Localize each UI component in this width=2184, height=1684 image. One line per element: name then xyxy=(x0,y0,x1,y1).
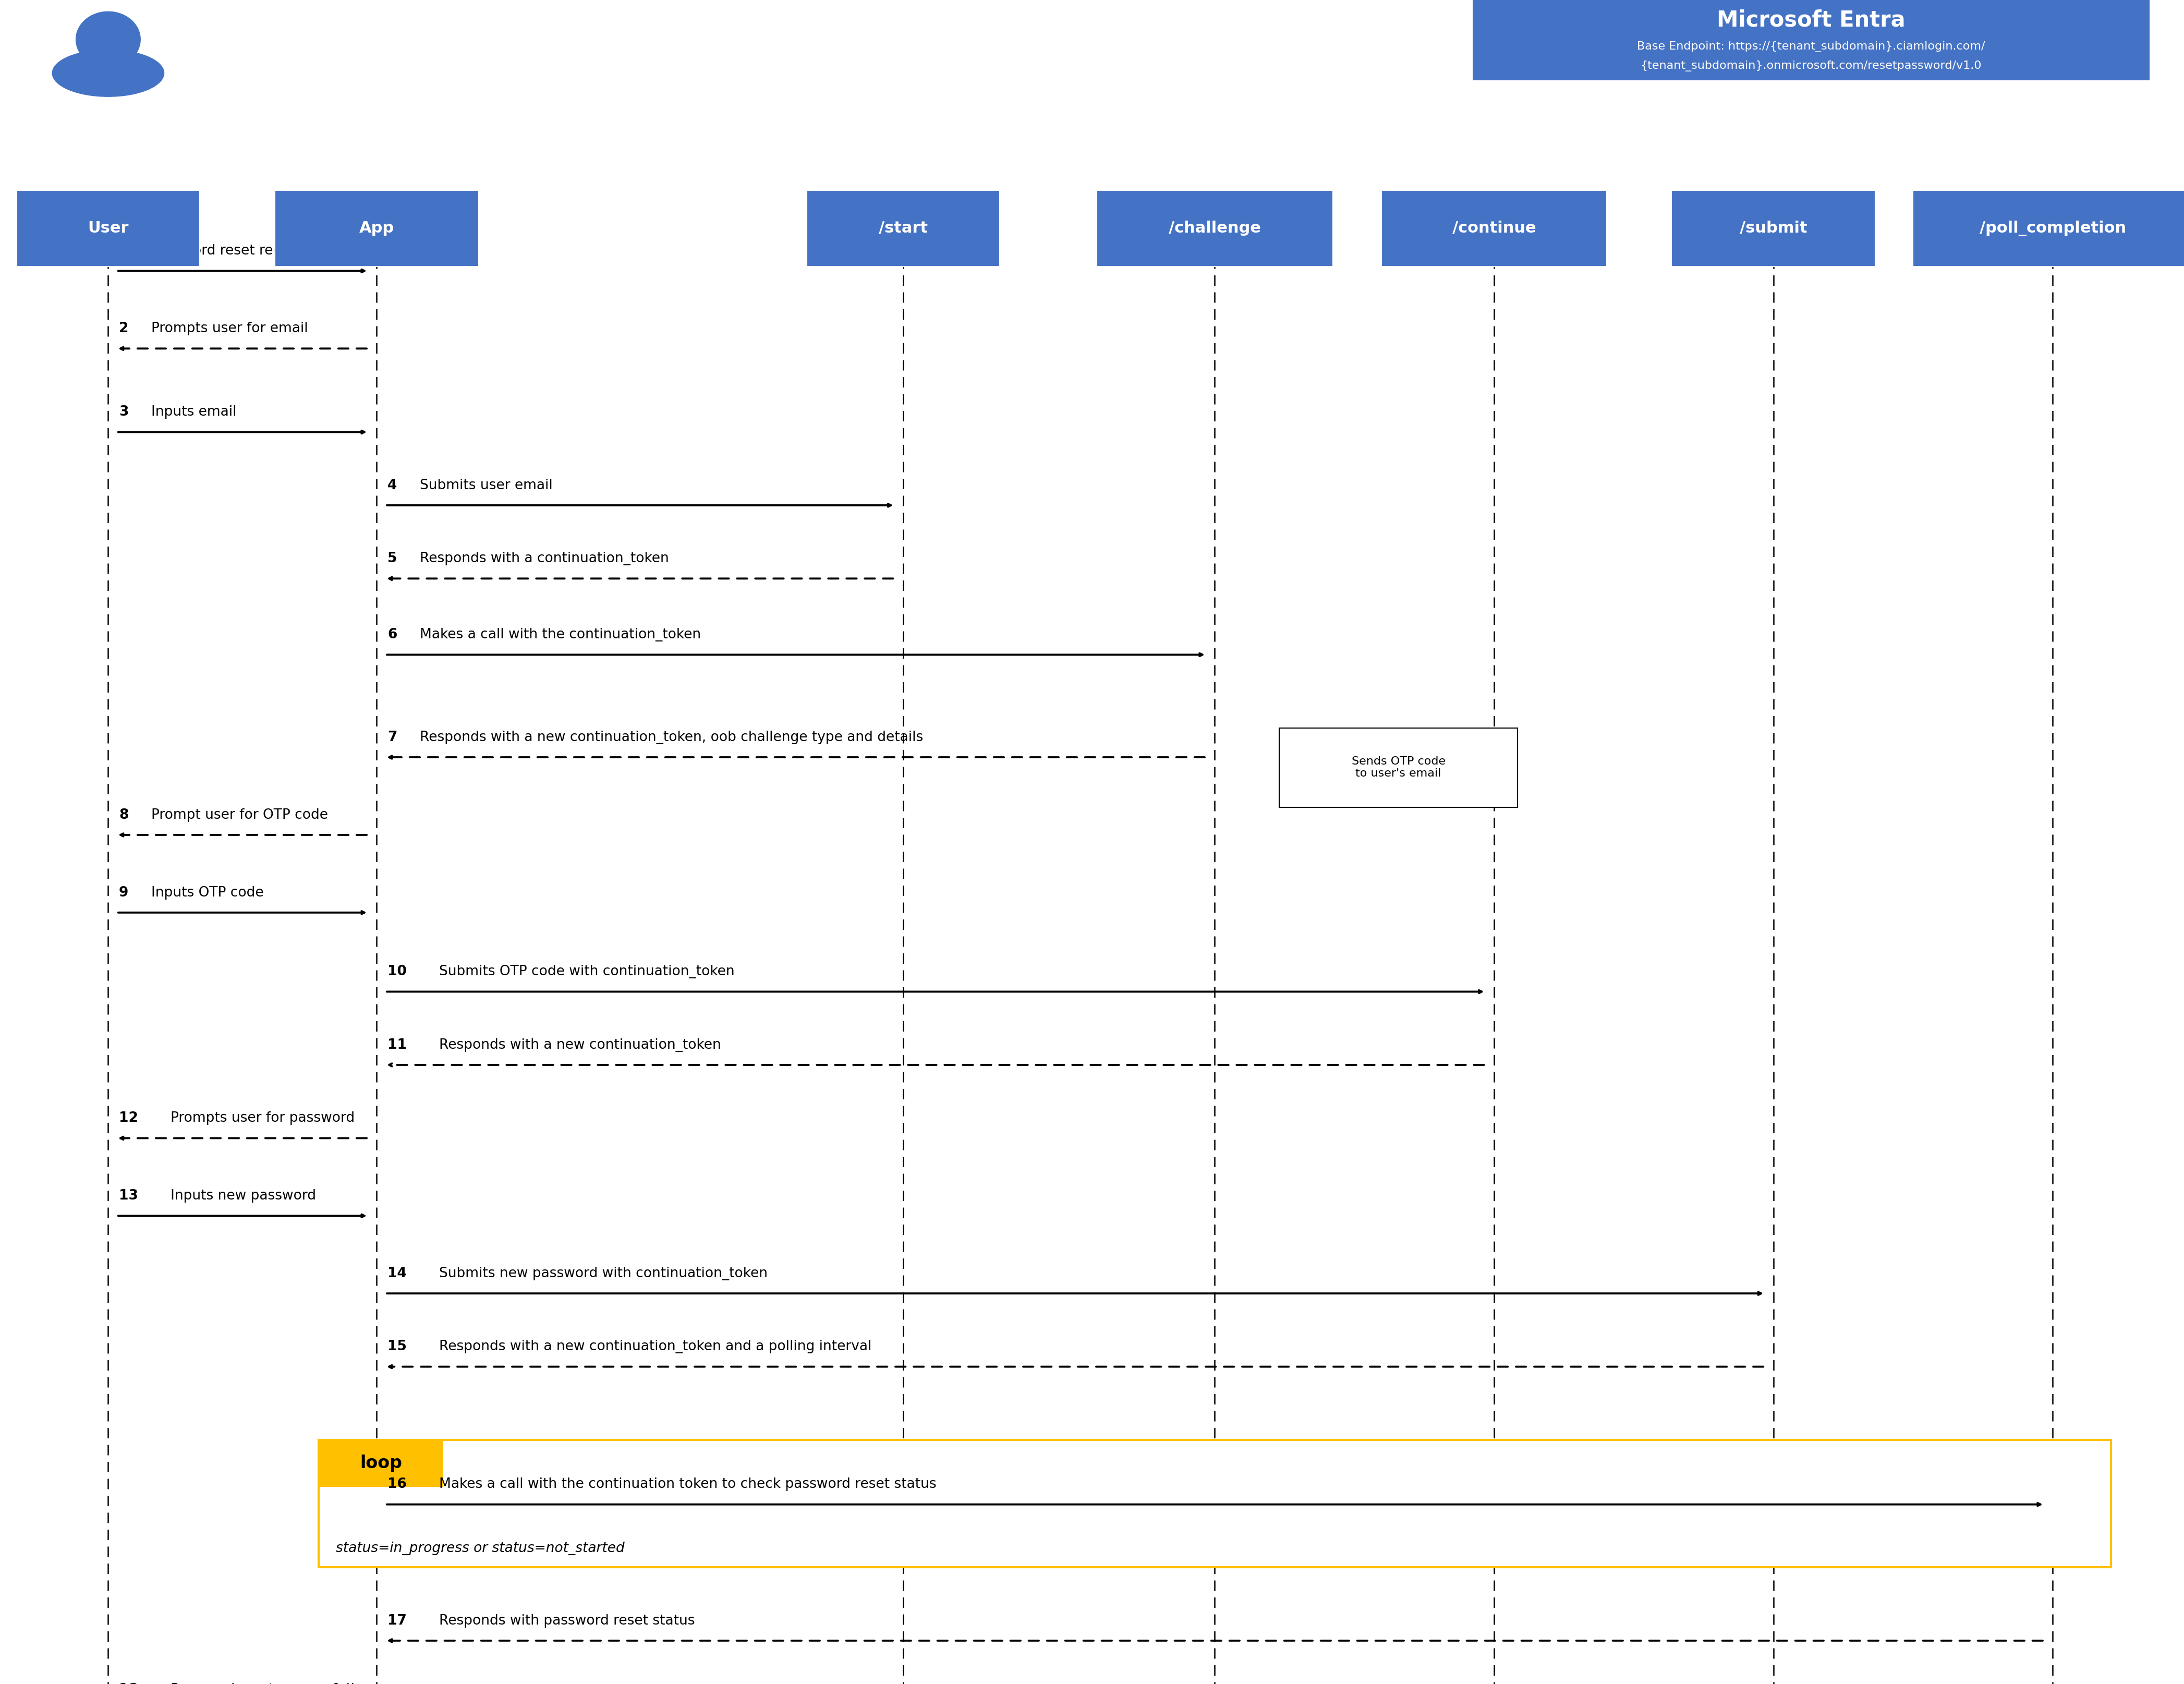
Text: Prompt user for OTP code: Prompt user for OTP code xyxy=(151,808,328,822)
Text: Inputs email: Inputs email xyxy=(151,406,236,419)
Text: loop: loop xyxy=(360,1455,402,1472)
Text: 17: 17 xyxy=(387,1613,406,1627)
Text: 8: 8 xyxy=(118,808,129,822)
FancyBboxPatch shape xyxy=(1472,0,2149,81)
FancyBboxPatch shape xyxy=(275,190,478,266)
Text: 2: 2 xyxy=(118,322,129,335)
Text: Sends OTP code
to user's email: Sends OTP code to user's email xyxy=(1352,756,1446,778)
Text: 4: 4 xyxy=(387,478,397,492)
Text: Microsoft Entra: Microsoft Entra xyxy=(1717,8,1904,30)
Text: 1: 1 xyxy=(118,244,129,258)
Text: Responds with password reset status: Responds with password reset status xyxy=(439,1613,695,1627)
Text: 14: 14 xyxy=(387,1266,406,1280)
Text: Makes a call with the continuation_token: Makes a call with the continuation_token xyxy=(419,628,701,642)
Text: 6: 6 xyxy=(387,628,397,642)
FancyBboxPatch shape xyxy=(806,190,1000,266)
Text: 16: 16 xyxy=(387,1477,406,1492)
Text: Submits OTP code with continuation_token: Submits OTP code with continuation_token xyxy=(439,965,734,978)
Text: Makes a call with the continuation token to check password reset status: Makes a call with the continuation token… xyxy=(439,1477,937,1492)
Text: status=in_progress or status=not_started: status=in_progress or status=not_started xyxy=(336,1541,625,1554)
FancyBboxPatch shape xyxy=(1280,727,1518,807)
Text: Submits new password with continuation_token: Submits new password with continuation_t… xyxy=(439,1266,767,1280)
Text: Inputs new password: Inputs new password xyxy=(170,1189,317,1202)
Text: /start: /start xyxy=(878,221,928,236)
Text: /poll_completion: /poll_completion xyxy=(1979,221,2125,236)
Text: 7: 7 xyxy=(387,731,397,744)
Text: Responds with a new continuation_token: Responds with a new continuation_token xyxy=(439,1037,721,1052)
FancyBboxPatch shape xyxy=(17,190,199,266)
Text: Responds with a continuation_token: Responds with a continuation_token xyxy=(419,552,668,566)
Text: 3: 3 xyxy=(118,406,129,419)
FancyBboxPatch shape xyxy=(1380,190,1607,266)
Text: Prompts user for password: Prompts user for password xyxy=(170,1111,354,1125)
FancyBboxPatch shape xyxy=(1671,190,1876,266)
Ellipse shape xyxy=(76,12,140,67)
FancyBboxPatch shape xyxy=(319,1440,2110,1568)
Text: Inputs OTP code: Inputs OTP code xyxy=(151,886,264,899)
Text: /continue: /continue xyxy=(1452,221,1535,236)
Text: Submits user email: Submits user email xyxy=(419,478,553,492)
Text: 15: 15 xyxy=(387,1340,406,1354)
Text: 5: 5 xyxy=(387,552,397,566)
Text: /submit: /submit xyxy=(1741,221,1806,236)
Text: 9: 9 xyxy=(118,886,129,899)
Text: Password reset request: Password reset request xyxy=(151,244,312,258)
Text: User: User xyxy=(87,221,129,236)
Text: Responds with a new continuation_token and a polling interval: Responds with a new continuation_token a… xyxy=(439,1340,871,1354)
Text: {tenant_subdomain}.onmicrosoft.com/resetpassword/v1.0: {tenant_subdomain}.onmicrosoft.com/reset… xyxy=(1640,61,1981,71)
FancyBboxPatch shape xyxy=(319,1440,443,1487)
Text: Prompts user for email: Prompts user for email xyxy=(151,322,308,335)
Text: /challenge: /challenge xyxy=(1168,221,1260,236)
Text: 13: 13 xyxy=(118,1189,138,1202)
Text: Responds with a new continuation_token, oob challenge type and details: Responds with a new continuation_token, … xyxy=(419,731,924,744)
FancyBboxPatch shape xyxy=(1096,190,1332,266)
FancyBboxPatch shape xyxy=(1913,190,2184,266)
Text: App: App xyxy=(358,221,395,236)
Text: 12: 12 xyxy=(118,1111,138,1125)
Text: Base Endpoint: https://{tenant_subdomain}.ciamlogin.com/: Base Endpoint: https://{tenant_subdomain… xyxy=(1638,40,1985,52)
Text: 11: 11 xyxy=(387,1037,406,1052)
Ellipse shape xyxy=(52,51,164,96)
Text: 10: 10 xyxy=(387,965,406,978)
